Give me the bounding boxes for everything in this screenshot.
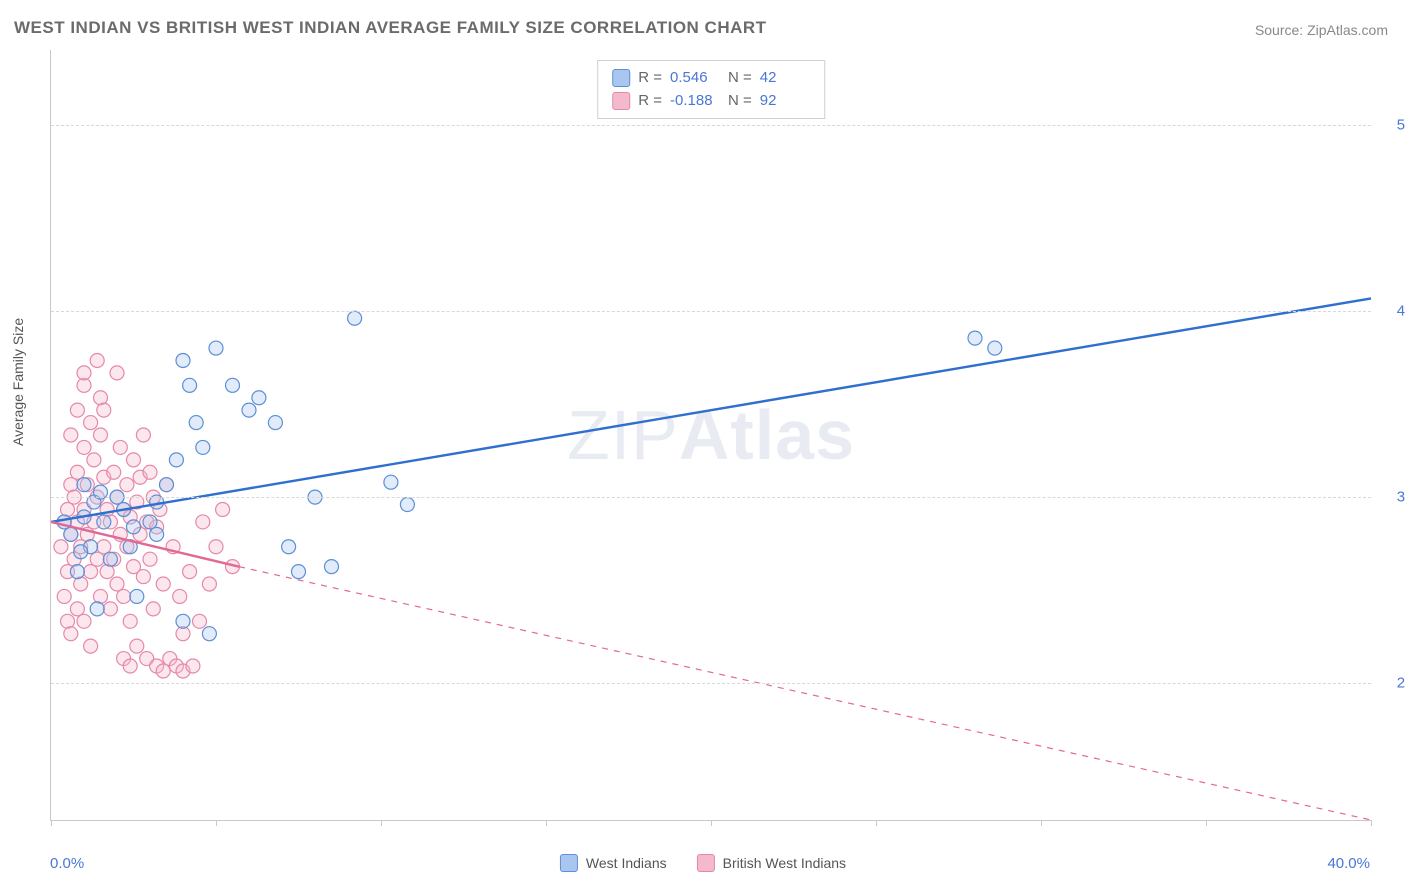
n-value-1: 92 bbox=[760, 90, 810, 113]
x-label-left: 0.0% bbox=[50, 855, 84, 872]
n-label: N = bbox=[728, 67, 752, 90]
n-label: N = bbox=[728, 90, 752, 113]
source-label: Source: ZipAtlas.com bbox=[1255, 22, 1388, 38]
x-tick bbox=[1371, 820, 1372, 826]
legend-label-1: British West Indians bbox=[723, 855, 846, 871]
x-tick bbox=[51, 820, 52, 826]
gridline bbox=[51, 497, 1371, 498]
legend-swatch-1 bbox=[697, 854, 715, 872]
x-tick bbox=[1041, 820, 1042, 826]
plot-area: ZIPAtlas R = 0.546 N = 42 R = -0.188 N =… bbox=[50, 50, 1371, 821]
y-tick-label: 3.50 bbox=[1397, 489, 1406, 506]
n-value-0: 42 bbox=[760, 67, 810, 90]
gridline bbox=[51, 683, 1371, 684]
y-tick-label: 4.25 bbox=[1397, 302, 1406, 319]
gridline bbox=[51, 125, 1371, 126]
correlation-info-box: R = 0.546 N = 42 R = -0.188 N = 92 bbox=[597, 60, 825, 119]
x-label-right: 40.0% bbox=[1327, 855, 1370, 872]
info-row-series-0: R = 0.546 N = 42 bbox=[612, 67, 810, 90]
x-tick bbox=[876, 820, 877, 826]
r-value-1: -0.188 bbox=[670, 90, 720, 113]
x-tick bbox=[546, 820, 547, 826]
x-tick bbox=[711, 820, 712, 826]
info-row-series-1: R = -0.188 N = 92 bbox=[612, 90, 810, 113]
swatch-series-1 bbox=[612, 92, 630, 110]
legend-swatch-0 bbox=[560, 854, 578, 872]
legend-item-1: British West Indians bbox=[697, 854, 846, 872]
legend-label-0: West Indians bbox=[586, 855, 667, 871]
y-axis-title: Average Family Size bbox=[10, 318, 26, 446]
gridline bbox=[51, 311, 1371, 312]
y-tick-label: 5.00 bbox=[1397, 116, 1406, 133]
legend: West Indians British West Indians bbox=[560, 854, 846, 872]
chart-svg bbox=[51, 50, 1371, 820]
r-label: R = bbox=[638, 67, 662, 90]
x-tick bbox=[381, 820, 382, 826]
swatch-series-0 bbox=[612, 69, 630, 87]
chart-title: WEST INDIAN VS BRITISH WEST INDIAN AVERA… bbox=[14, 18, 767, 38]
r-label: R = bbox=[638, 90, 662, 113]
r-value-0: 0.546 bbox=[670, 67, 720, 90]
legend-item-0: West Indians bbox=[560, 854, 667, 872]
y-tick-label: 2.75 bbox=[1397, 675, 1406, 692]
x-tick bbox=[1206, 820, 1207, 826]
x-tick bbox=[216, 820, 217, 826]
